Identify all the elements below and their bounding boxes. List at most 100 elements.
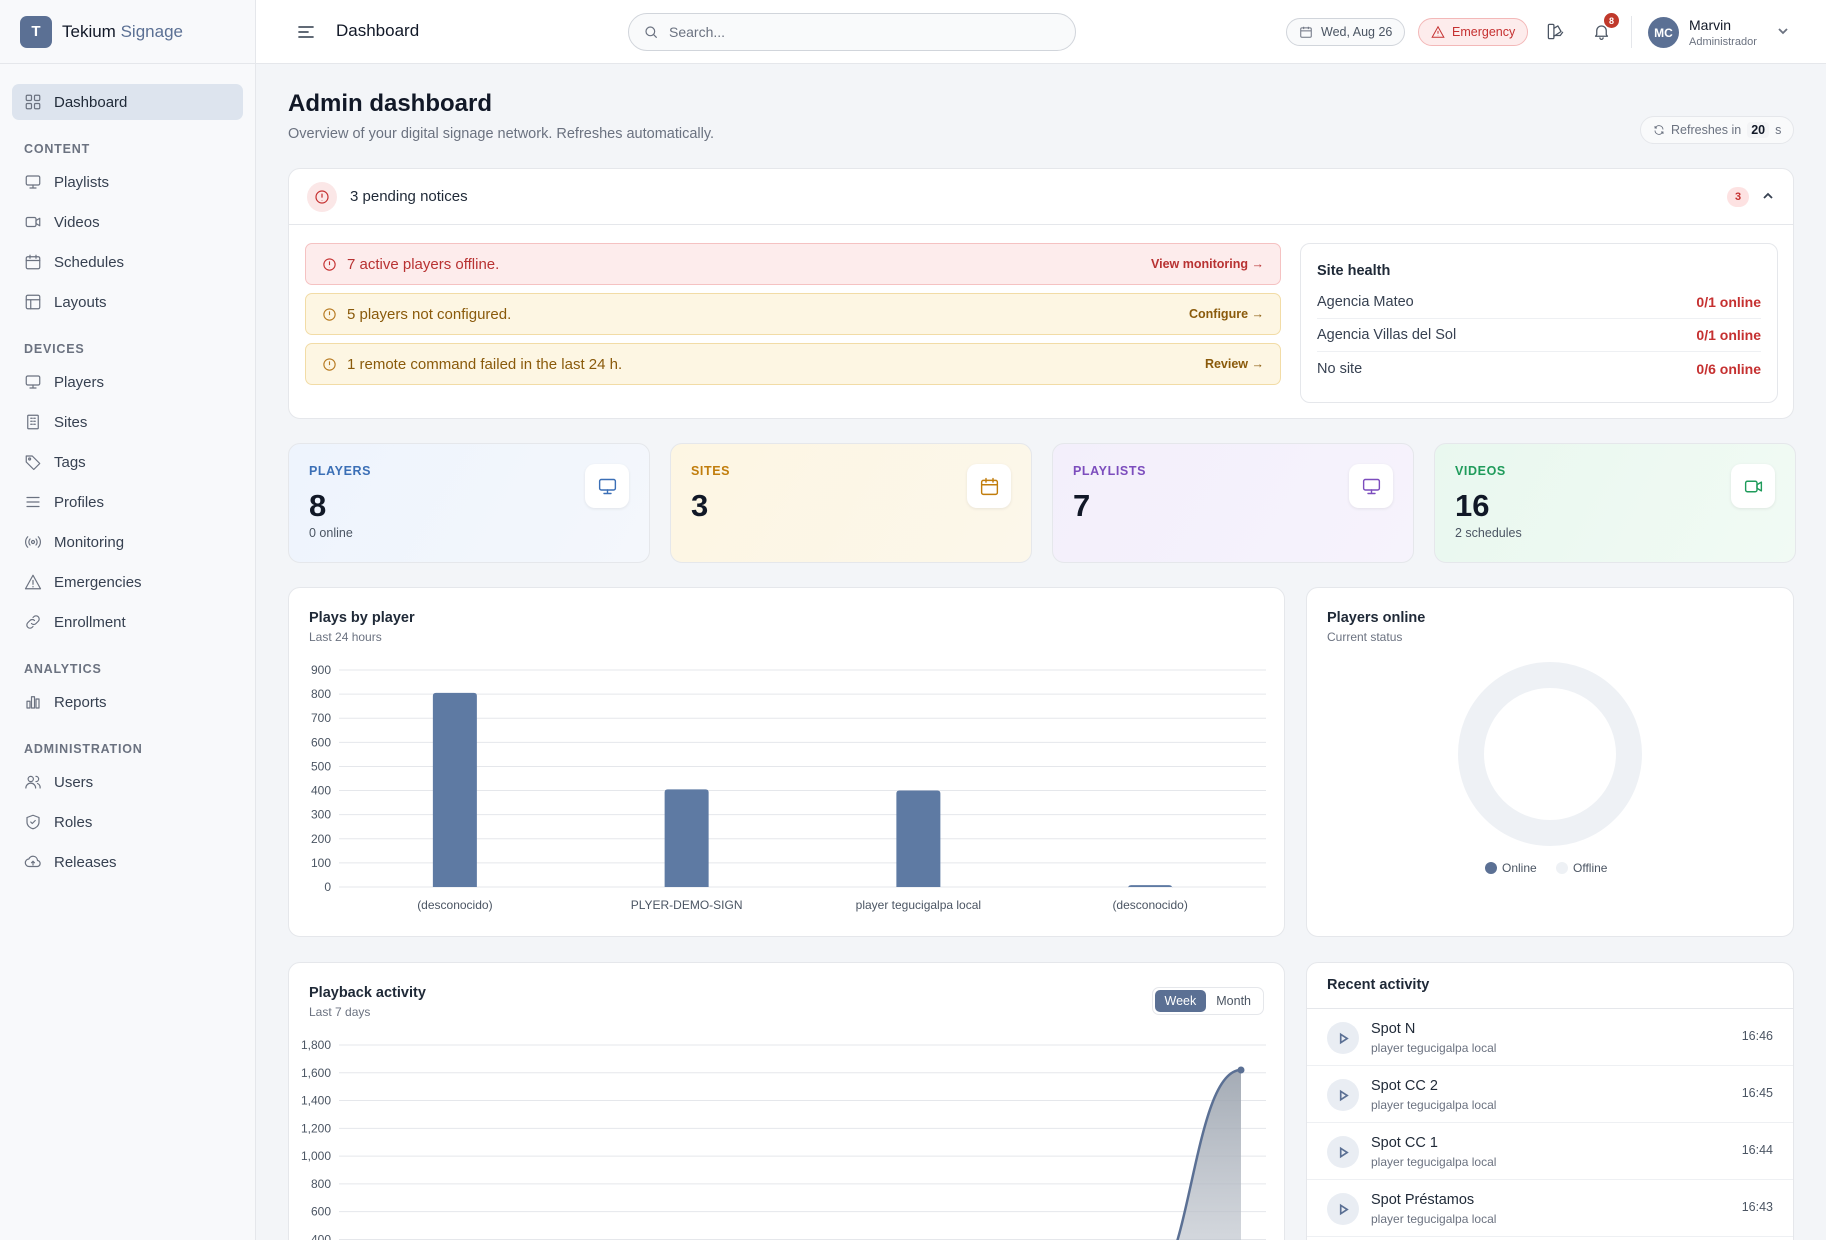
recent-activity-header: Recent activity [1307,963,1793,1009]
site-name: No site [1317,360,1363,377]
list-item[interactable]: Spot CC 1 player tegucigalpa local 16:44 [1307,1123,1793,1180]
user-name[interactable]: Marvin [1689,17,1732,33]
sidebar-item-label: Emergencies [54,573,142,591]
stat-value: 8 [309,488,327,523]
stat-label: VIDEOS [1455,464,1506,478]
activity-title: Spot Préstamos [1371,1192,1475,1208]
activity-player: player tegucigalpa local [1371,1212,1497,1226]
view-monitoring-link[interactable]: View monitoring → [1151,257,1264,271]
site-health-title: Site health [1317,263,1391,279]
stat-card-playlists[interactable]: PLAYLISTS 7 [1052,443,1414,563]
menu-toggle-button[interactable] [296,22,316,42]
list-item[interactable]: Spot CC 2 player tegucigalpa local 16:45 [1307,1066,1793,1123]
brand-name-suffix: Signage [120,21,183,41]
sidebar-item-releases[interactable]: Releases [12,844,243,880]
notices-collapse-button[interactable] [1761,189,1777,205]
site-health-row: Agencia Mateo 0/1 online [1317,286,1761,319]
sidebar-item-videos[interactable]: Videos [12,204,243,240]
y-tick-label: 800 [311,687,331,701]
refresh-prefix: Refreshes in [1671,123,1742,137]
calendar-icon [1300,26,1312,38]
alert-circle-icon [307,181,337,212]
stat-card-players[interactable]: PLAYERS 8 0 online [288,443,650,563]
data-point [1237,1066,1245,1074]
calendar-icon [25,254,41,270]
sidebar-item-playlists[interactable]: Playlists [12,164,243,200]
sidebar-item-layouts[interactable]: Layouts [12,284,243,320]
y-tick-label: 600 [311,1205,331,1219]
period-week-button[interactable]: Week [1154,990,1207,1012]
stat-sub: 2 schedules [1455,526,1522,540]
bar [896,790,941,887]
sidebar-item-tags[interactable]: Tags [12,444,243,480]
user-menu-toggle[interactable] [1776,24,1790,38]
sidebar-item-roles[interactable]: Roles [12,804,243,840]
sidebar-item-players[interactable]: Players [12,364,243,400]
sidebar-item-label: Players [54,373,105,391]
y-tick-label: 700 [311,711,331,725]
activity-title: Spot CC 2 [1371,1078,1438,1094]
avatar[interactable]: MC [1648,17,1679,48]
configure-link[interactable]: Configure → [1189,307,1264,321]
stat-card-videos[interactable]: VIDEOS 16 2 schedules [1434,443,1796,563]
theme-toggle-button[interactable] [1546,22,1566,42]
brand: T Tekium Signage [0,0,255,64]
bar [664,789,709,887]
legend-offline: Offline [1556,861,1607,875]
notification-badge: 8 [1604,13,1619,28]
y-tick-label: 0 [324,880,331,894]
bell-icon [1594,25,1609,40]
activity-time: 16:43 [1741,1200,1773,1214]
alert-circle-icon [323,307,336,321]
sidebar-item-label: Sites [54,413,88,431]
emergency-label: Emergency [1452,25,1516,39]
stat-card-sites[interactable]: SITES 3 [670,443,1032,563]
notifications-button[interactable]: 8 [1592,13,1619,42]
notice-failed-command: 1 remote command failed in the last 24 h… [305,343,1281,385]
sidebar-item-sites[interactable]: Sites [12,404,243,440]
warning-icon [1431,25,1445,38]
emergency-button[interactable]: Emergency [1418,18,1529,46]
x-tick-label: PLYER-DEMO-SIGN [631,898,743,912]
sidebar-item-profiles[interactable]: Profiles [12,484,243,520]
sidebar-item-dashboard[interactable]: Dashboard [12,84,243,120]
notices-title: 3 pending notices [350,188,468,205]
recent-activity-title: Recent activity [1327,977,1430,993]
plays-by-player-card: Plays by player Last 24 hours 0 100 200 300… [288,587,1285,937]
site-online-count: 0/6 online [1696,360,1761,377]
chart-title: Players online [1327,610,1426,626]
y-tick-label: 1,600 [301,1066,331,1080]
period-month-button[interactable]: Month [1216,994,1251,1008]
page-title: Admin dashboard [288,90,493,117]
search-input[interactable] [669,24,1049,40]
layout-icon [25,294,41,310]
sidebar-item-users[interactable]: Users [12,764,243,800]
users-icon [25,775,41,789]
recent-activity-card: Recent activity Spot N player tegucigalp… [1306,962,1794,1240]
legend-swatch [1485,862,1497,874]
sidebar-item-label: Roles [54,813,93,831]
review-link[interactable]: Review → [1204,357,1264,371]
sidebar-item-enrollment[interactable]: Enrollment [12,604,243,640]
y-tick-label: 600 [311,735,331,749]
sidebar-item-label: Playlists [54,173,110,191]
stat-sub: 0 online [309,526,353,540]
shield-icon [26,814,40,830]
sidebar-item-label: Reports [54,693,107,711]
sidebar-item-reports[interactable]: Reports [12,684,243,720]
sidebar-nav: Dashboard CONTENT Playlists Videos Sched… [0,64,255,880]
donut-slice [1458,662,1642,846]
list-item[interactable]: Spot Préstamos player tegucigalpa local … [1307,1180,1793,1237]
play-icon [1327,1193,1359,1225]
sidebar-item-emergencies[interactable]: Emergencies [12,564,243,600]
search-bar[interactable] [628,13,1076,51]
y-tick-label: 500 [311,759,331,773]
list-item[interactable]: Spot N player tegucigalpa local 16:46 [1307,1009,1793,1066]
notices-header[interactable]: 3 pending notices 3 [289,169,1793,225]
y-tick-label: 300 [311,808,331,822]
period-toggle: Week Month [1151,987,1264,1015]
sidebar-item-schedules[interactable]: Schedules [12,244,243,280]
sidebar-item-monitoring[interactable]: Monitoring [12,524,243,560]
site-online-count: 0/1 online [1696,327,1761,343]
